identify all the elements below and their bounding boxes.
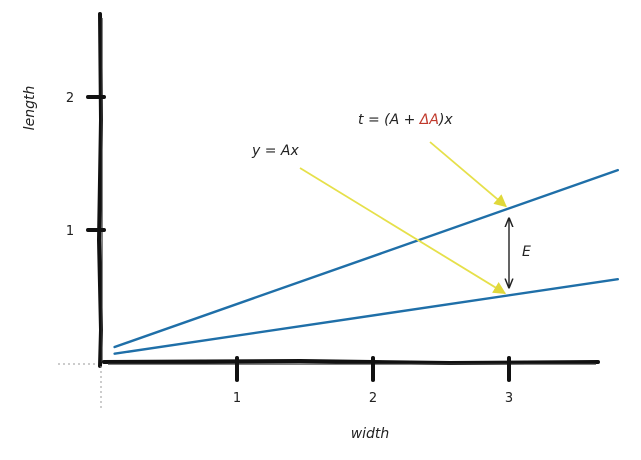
t-equation-delta: ΔA: [419, 112, 439, 128]
t-equation-label: t = (A + ΔA)x: [358, 112, 453, 128]
y-equation-label: y = Ax: [251, 143, 299, 159]
y-tick-label-2: 2: [66, 91, 74, 106]
x-tick-label-3: 3: [505, 391, 513, 406]
arrow-to-t-line: [429, 141, 507, 208]
y-axis: [96, 12, 104, 410]
data-series: [113, 168, 619, 355]
t-equation-prefix: t = (A +: [358, 112, 420, 128]
y-axis-title: length: [22, 86, 38, 131]
arrow-to-y-line: [299, 167, 507, 295]
t-equation-suffix: )x: [438, 112, 453, 128]
error-label: E: [522, 244, 531, 260]
axis-ticks: 1 2 3 1 2: [66, 91, 513, 406]
annotations: Ey = Ax t = (A + ΔA)x: [251, 112, 531, 295]
x-tick-label-1: 1: [233, 391, 241, 406]
series-line-t-a-plus-delta-a: [113, 168, 619, 349]
x-axis: [58, 358, 600, 366]
y-tick-label-1: 1: [66, 224, 74, 239]
series-line-y-ax: [113, 278, 619, 355]
x-axis-title: width: [351, 426, 390, 442]
x-tick-label-2: 2: [369, 391, 377, 406]
